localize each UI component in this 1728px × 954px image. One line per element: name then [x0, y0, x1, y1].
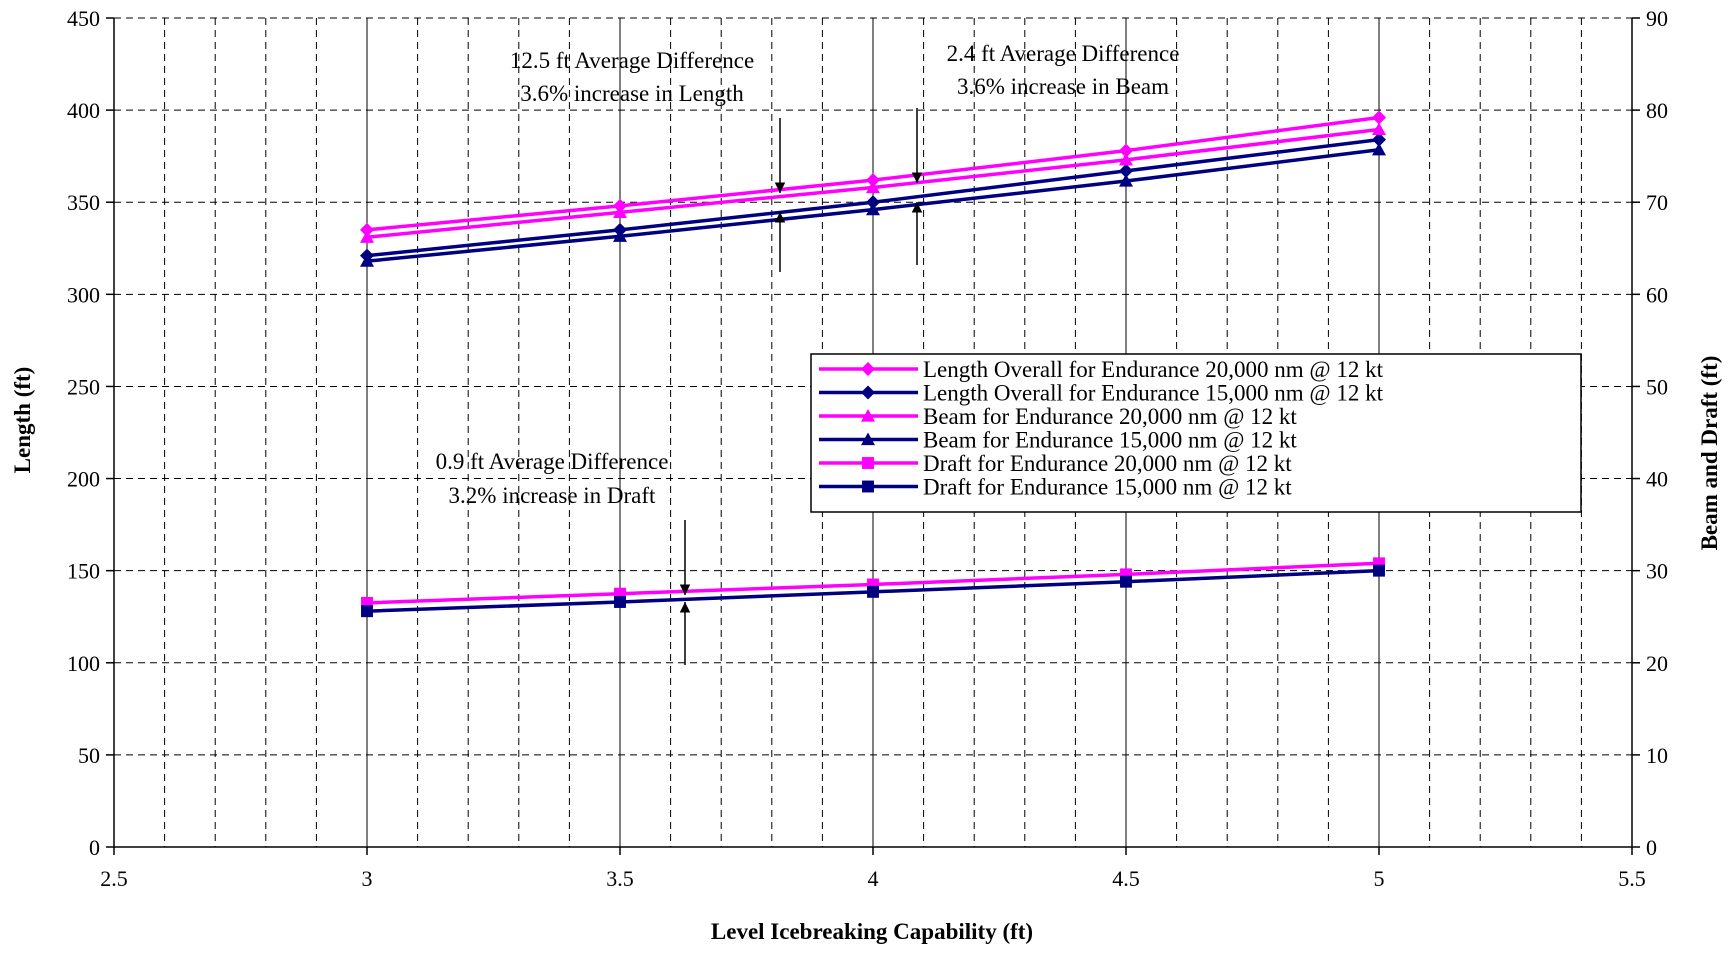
x-tick-label: 4 [868, 866, 879, 891]
square-marker [867, 585, 879, 598]
series-3 [360, 122, 1386, 243]
legend-entry: Draft for Endurance 15,000 nm @ 12 kt [819, 475, 1292, 500]
series-5 [361, 557, 1385, 609]
square-marker [1120, 568, 1132, 581]
diamond-marker [861, 362, 875, 376]
annotation-line: 3.6% increase in Beam [957, 74, 1169, 99]
legend-entry: Length Overall for Endurance 15,000 nm @… [819, 381, 1384, 406]
annotations: 12.5 ft Average Difference 3.6% increase … [436, 41, 1180, 665]
annotation-line: 3.2% increase in Draft [449, 483, 657, 508]
triangle-marker [360, 254, 374, 267]
y-tick-label: 100 [67, 651, 100, 676]
diamond-marker [1372, 132, 1386, 147]
square-marker [361, 596, 373, 609]
diamond-marker [1119, 163, 1133, 178]
y2-tick-label: 0 [1646, 835, 1657, 860]
x-tick-label: 3 [362, 866, 373, 891]
annotation-2: 2.4 ft Average Difference 3.6% increase i… [911, 41, 1180, 265]
legend-entry: Beam for Endurance 15,000 nm @ 12 kt [819, 428, 1297, 453]
y2-tick-label: 70 [1646, 190, 1668, 215]
series-group [360, 110, 1386, 618]
legend-label: Length Overall for Endurance 15,000 nm @… [923, 381, 1384, 406]
triangle-marker [1372, 142, 1386, 156]
square-marker [614, 587, 626, 600]
triangle-marker [1372, 122, 1386, 136]
square-marker [1373, 557, 1385, 570]
y2-axis-title: Beam and Draft (ft) [1697, 356, 1722, 551]
x-tick-label: 4.5 [1112, 866, 1140, 891]
y2-tick-label: 90 [1646, 6, 1668, 31]
y-tick-label: 450 [67, 6, 100, 31]
triangle-marker [360, 230, 374, 243]
triangle-marker [866, 202, 880, 216]
legend-entry: Length Overall for Endurance 20,000 nm @… [819, 357, 1384, 382]
diamond-marker [861, 385, 875, 400]
triangle-marker [866, 180, 880, 194]
diamond-marker [866, 195, 880, 210]
legend: Length Overall for Endurance 20,000 nm @… [810, 353, 1582, 513]
series-6 [361, 564, 1385, 618]
legend-label: Draft for Endurance 20,000 nm @ 12 kt [923, 451, 1292, 476]
y-tick-label: 350 [67, 190, 100, 215]
x-tick-label: 2.5 [100, 866, 128, 891]
legend-entry: Draft for Endurance 20,000 nm @ 12 kt [819, 451, 1292, 476]
square-marker [1120, 575, 1132, 588]
annotation-line: 0.9 ft Average Difference [436, 449, 669, 474]
y-tick-label: 50 [78, 743, 100, 768]
y-tick-label: 300 [67, 282, 100, 307]
annotation-1: 12.5 ft Average Difference 3.6% increase … [510, 48, 786, 272]
diamond-marker [1119, 143, 1133, 158]
diamond-marker [360, 222, 374, 237]
annotation-line: 2.4 ft Average Difference [947, 41, 1180, 66]
series-2 [360, 132, 1386, 263]
series-1 [360, 110, 1386, 237]
y2-tick-label: 20 [1646, 651, 1668, 676]
x-tick-label: 5 [1374, 866, 1385, 891]
y-tick-label: 150 [67, 559, 100, 584]
legend-label: Beam for Endurance 15,000 nm @ 12 kt [923, 428, 1297, 453]
x-tick-label: 3.5 [606, 866, 634, 891]
triangle-marker [613, 229, 627, 242]
square-marker [862, 480, 874, 493]
y2-tick-label: 80 [1646, 98, 1668, 123]
legend-label: Beam for Endurance 20,000 nm @ 12 kt [923, 404, 1297, 429]
series-4 [360, 142, 1386, 267]
square-marker [867, 578, 879, 591]
x-axis-title: Level Icebreaking Capability (ft) [711, 919, 1033, 944]
square-marker [862, 457, 874, 469]
diamond-marker [1372, 110, 1386, 125]
legend-entry: Beam for Endurance 20,000 nm @ 12 kt [819, 404, 1297, 429]
y2-tick-label: 30 [1646, 559, 1668, 584]
diamond-marker [866, 173, 880, 188]
annotation-3: 0.9 ft Average Difference 3.2% increase i… [436, 449, 691, 665]
triangle-marker [861, 432, 875, 446]
triangle-marker [861, 409, 875, 422]
y2-tick-label: 60 [1646, 282, 1668, 307]
y2-tick-label: 10 [1646, 743, 1668, 768]
y-axis-title: Length (ft) [10, 367, 35, 474]
axes: 2.5 3 3.5 4 4.5 5 5.50501001502002503003504004… [67, 6, 1668, 891]
y2-tick-label: 50 [1646, 374, 1668, 399]
square-marker [614, 596, 626, 608]
annotation-line: 12.5 ft Average Difference [510, 48, 754, 73]
y-tick-label: 400 [67, 98, 100, 123]
legend-label: Draft for Endurance 15,000 nm @ 12 kt [923, 475, 1292, 500]
triangle-marker [1119, 152, 1133, 166]
x-tick-label: 5.5 [1618, 866, 1646, 891]
annotation-line: 3.6% increase in Length [520, 81, 744, 106]
legend-label: Length Overall for Endurance 20,000 nm @… [923, 357, 1384, 382]
square-marker [361, 605, 373, 618]
triangle-marker [613, 205, 627, 218]
triangle-marker [1119, 174, 1133, 187]
y-tick-label: 0 [89, 835, 100, 860]
y-tick-label: 200 [67, 467, 100, 492]
y-tick-label: 250 [67, 374, 100, 399]
y2-tick-label: 40 [1646, 467, 1668, 492]
legend-box [810, 353, 1582, 513]
square-marker [1373, 564, 1385, 577]
